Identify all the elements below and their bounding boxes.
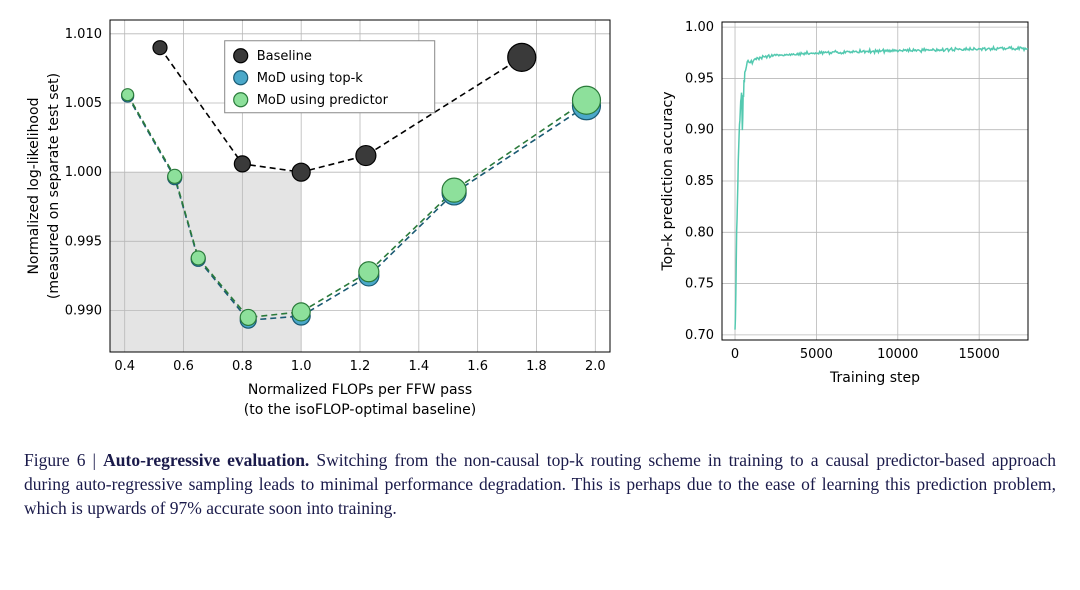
svg-text:Normalized log-likelihood: Normalized log-likelihood (26, 98, 42, 275)
svg-text:10000: 10000 (877, 347, 918, 362)
svg-text:Normalized FLOPs per FFW pass: Normalized FLOPs per FFW pass (248, 382, 472, 398)
svg-text:MoD using top-k: MoD using top-k (257, 71, 364, 86)
svg-text:1.4: 1.4 (408, 359, 429, 374)
svg-text:0.90: 0.90 (685, 123, 714, 138)
svg-text:0.8: 0.8 (232, 359, 253, 374)
svg-text:1.2: 1.2 (350, 359, 371, 374)
svg-text:0.4: 0.4 (114, 359, 135, 374)
svg-text:0: 0 (731, 347, 739, 362)
svg-text:MoD using predictor: MoD using predictor (257, 93, 389, 108)
svg-text:15000: 15000 (958, 347, 999, 362)
caption-title: Auto-regressive evaluation. (103, 450, 309, 470)
svg-text:1.6: 1.6 (467, 359, 488, 374)
svg-text:0.6: 0.6 (173, 359, 194, 374)
figure-caption: Figure 6 | Auto-regressive evaluation. S… (24, 448, 1056, 520)
svg-text:0.75: 0.75 (685, 277, 714, 292)
svg-text:0.95: 0.95 (685, 71, 714, 86)
figure-row: 0.4 0.6 0.8 1.0 1.2 1.4 1.6 1.8 2.0 0.990 0.995 1.0… (20, 10, 1060, 430)
svg-text:1.00: 1.00 (685, 20, 714, 35)
svg-text:1.8: 1.8 (526, 359, 547, 374)
svg-text:(to the isoFLOP-optimal baseli: (to the isoFLOP-optimal baseline) (244, 402, 476, 418)
svg-text:5000: 5000 (800, 347, 833, 362)
caption-prefix: Figure 6 | (24, 450, 103, 470)
svg-text:0.995: 0.995 (65, 234, 102, 249)
svg-text:0.70: 0.70 (685, 328, 714, 343)
right-chart: 0 5000 10000 15000 0.70 0.75 0.80 0.85 0.90 0.95 1… (650, 10, 1040, 400)
svg-text:Training step: Training step (829, 370, 920, 386)
svg-text:1.010: 1.010 (65, 27, 102, 42)
svg-text:(measured on separate test set: (measured on separate test set) (46, 73, 62, 299)
svg-text:0.990: 0.990 (65, 304, 102, 319)
svg-text:0.85: 0.85 (685, 174, 714, 189)
svg-text:Baseline: Baseline (257, 49, 312, 64)
svg-text:2.0: 2.0 (585, 359, 606, 374)
svg-text:1.0: 1.0 (291, 359, 312, 374)
svg-text:1.005: 1.005 (65, 96, 102, 111)
left-chart: 0.4 0.6 0.8 1.0 1.2 1.4 1.6 1.8 2.0 0.990 0.995 1.0… (20, 10, 620, 430)
svg-text:0.80: 0.80 (685, 225, 714, 240)
svg-text:Top-k prediction accuracy: Top-k prediction accuracy (660, 91, 676, 271)
svg-text:1.000: 1.000 (65, 165, 102, 180)
